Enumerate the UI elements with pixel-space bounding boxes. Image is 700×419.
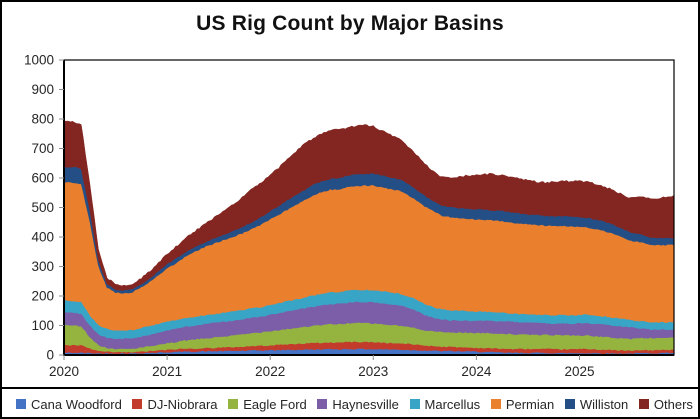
legend-swatch-eagle-ford <box>228 399 239 409</box>
x-axis-label-2024: 2024 <box>461 364 492 379</box>
x-axis-label-2025: 2025 <box>564 364 594 379</box>
chart-legend: Cana Woodford DJ-Niobrara Eagle Ford Haynes… <box>16 392 693 416</box>
y-axis-label-800: 800 <box>31 112 54 127</box>
legend-item-dj-niobrara: DJ-Niobrara <box>132 396 218 412</box>
legend-swatch-others <box>638 399 649 409</box>
legend-swatch-haynesville <box>317 399 328 409</box>
x-axis-label-2020: 2020 <box>49 364 79 379</box>
legend-swatch-marcellus <box>409 399 420 409</box>
legend-label-eagle-ford: Eagle Ford <box>243 396 307 412</box>
y-axis-label-500: 500 <box>31 200 54 215</box>
legend-label-dj-niobrara: DJ-Niobrara <box>147 396 218 412</box>
y-axis-label-100: 100 <box>31 318 54 333</box>
chart-title: US Rig Count by Major Basins <box>196 12 504 35</box>
y-axis-label-0: 0 <box>46 348 54 363</box>
legend-label-cana-woodford: Cana Woodford <box>31 396 122 412</box>
legend-swatch-williston <box>564 399 575 409</box>
legend-swatch-cana-woodford <box>16 399 26 409</box>
x-axis-label-2022: 2022 <box>255 364 285 379</box>
legend-label-williston: Williston <box>579 396 629 412</box>
legend-label-permian: Permian <box>505 396 555 412</box>
legend-label-marcellus: Marcellus <box>424 396 481 412</box>
legend-item-cana-woodford: Cana Woodford <box>16 397 122 412</box>
y-axis-label-1000: 1000 <box>24 53 54 68</box>
x-axis-label-2021: 2021 <box>152 364 182 379</box>
y-axis-label-400: 400 <box>31 230 54 245</box>
stacked-area-plot: 0 100 200 300 400 500 600 700 800 900 1000 2020 2021… <box>24 53 675 379</box>
legend-label-haynesville: Haynesville <box>332 396 399 412</box>
y-axis-label-700: 700 <box>31 141 54 156</box>
legend-separator <box>2 387 698 389</box>
legend-item-haynesville: Haynesville <box>317 396 399 412</box>
x-axis-label-2023: 2023 <box>358 364 388 379</box>
y-axis-label-200: 200 <box>31 289 54 304</box>
y-axis-label-900: 900 <box>31 82 54 97</box>
y-axis-label-300: 300 <box>31 259 54 274</box>
legend-swatch-dj-niobrara <box>132 399 143 409</box>
legend-item-marcellus: Marcellus <box>409 396 481 412</box>
legend-label-others: Others <box>653 396 693 412</box>
legend-item-eagle-ford: Eagle Ford <box>228 397 307 412</box>
y-axis-label-600: 600 <box>31 171 54 186</box>
legend-swatch-permian <box>490 399 501 409</box>
legend-item-williston: Williston <box>564 396 629 412</box>
legend-item-permian: Permian <box>490 396 555 412</box>
legend-item-others: Others <box>638 396 693 412</box>
